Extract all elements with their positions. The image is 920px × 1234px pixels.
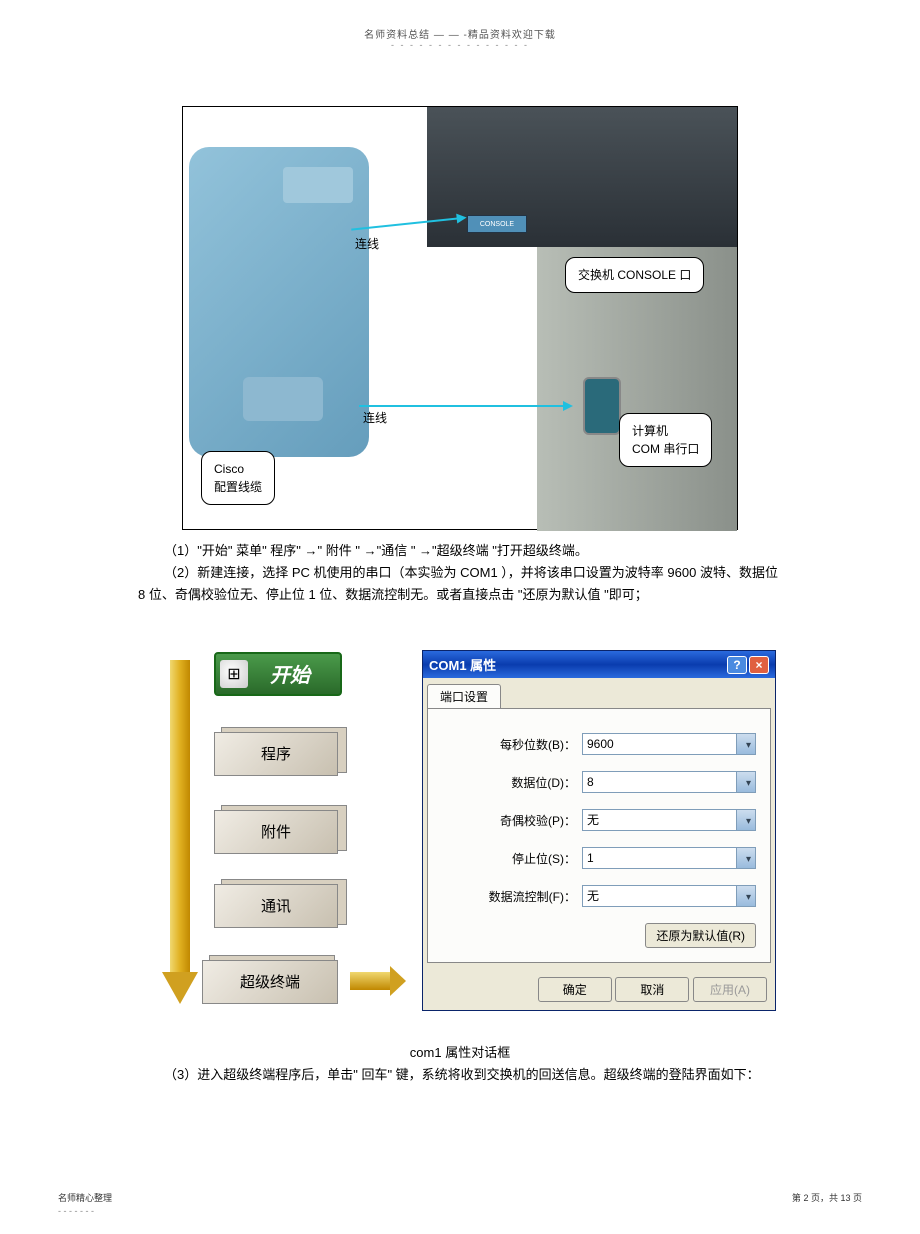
cable-db9-connector xyxy=(243,377,323,421)
label-stopbits: 停止位(S)： xyxy=(442,850,582,867)
select-baud[interactable]: 9600 xyxy=(582,733,756,755)
figure-menu-dialog: 开始 ⊞ 程序 附件 通讯 超级终端 COM1 属性 ? × 端口设置 每秒位数… xyxy=(142,650,778,1004)
callout-console: 交换机 CONSOLE 口 xyxy=(565,257,704,293)
cancel-button[interactable]: 取消 xyxy=(615,977,689,1002)
callout-pc-com: 计算机 COM 串行口 xyxy=(619,413,712,467)
label-flowcontrol: 数据流控制(F)： xyxy=(442,888,582,905)
footer-right: 第 2 页，共 13 页 xyxy=(792,1191,862,1204)
p1-text: （1）"开始" 菜单" 程序" →" 附件 " →"通信 " →"超级终端 "打… xyxy=(138,540,782,562)
footer-suffix: 页 xyxy=(850,1193,862,1203)
p2-text: （2）新建连接，选择 PC 机使用的串口（本实验为 COM1 ），并将该串口设置… xyxy=(138,562,782,606)
line-label-1: 连线 xyxy=(355,235,379,252)
select-databits[interactable]: 8 xyxy=(582,771,756,793)
p3-text: （3）进入超级终端程序后，单击" 回车" 键，系统将收到交换机的回送信息。超级终… xyxy=(138,1064,782,1086)
figure-hardware: CONSOLE 连线 连线 交换机 CONSOLE 口 计算机 COM 串行口 … xyxy=(182,106,738,530)
flow-down-arrow xyxy=(170,660,190,976)
flow-box-hyperterminal[interactable]: 超级终端 xyxy=(202,960,338,1004)
select-flowcontrol[interactable]: 无 xyxy=(582,885,756,907)
flow-box-comm-label: 通讯 xyxy=(261,898,291,915)
footer-mid: 页，共 xyxy=(808,1193,840,1203)
console-port-label: CONSOLE xyxy=(467,215,527,233)
footer-left: 名师精心整理 xyxy=(58,1191,112,1204)
com1-properties-dialog: COM1 属性 ? × 端口设置 每秒位数(B)： 9600 数据位(D)： 8… xyxy=(422,650,776,1011)
figure2-caption: com1 属性对话框 xyxy=(0,1042,920,1061)
callout-cable-l2: 配置线缆 xyxy=(214,480,262,494)
flow-right-arrow xyxy=(350,972,392,990)
flow-box-programs-label: 程序 xyxy=(261,746,291,763)
flow-box-comm[interactable]: 通讯 xyxy=(214,884,338,928)
label-parity: 奇偶校验(P)： xyxy=(442,812,582,829)
callout-console-text: 交换机 CONSOLE 口 xyxy=(578,268,691,282)
line-label-2: 连线 xyxy=(363,409,387,426)
dialog-titlebar: COM1 属性 ? × xyxy=(423,651,775,678)
row-stopbits: 停止位(S)： 1 xyxy=(442,847,756,869)
paragraph-3: （3）进入超级终端程序后，单击" 回车" 键，系统将收到交换机的回送信息。超级终… xyxy=(138,1064,782,1086)
row-databits: 数据位(D)： 8 xyxy=(442,771,756,793)
paragraph-2: （2）新建连接，选择 PC 机使用的串口（本实验为 COM1 ），并将该串口设置… xyxy=(138,562,782,606)
callout-cable: Cisco 配置线缆 xyxy=(201,451,275,505)
footer-dots-left: - - - - - - - xyxy=(58,1206,94,1216)
dialog-footer: 确定 取消 应用(A) xyxy=(423,969,775,1010)
windows-logo-icon: ⊞ xyxy=(220,660,248,688)
dialog-tabs: 端口设置 xyxy=(423,678,775,708)
help-icon[interactable]: ? xyxy=(727,656,747,674)
select-stopbits[interactable]: 1 xyxy=(582,847,756,869)
tab-port-settings[interactable]: 端口设置 xyxy=(427,684,501,708)
cable-rj45-connector xyxy=(283,167,353,203)
arrow-to-serial xyxy=(359,405,565,407)
callout-pc-l1: 计算机 xyxy=(632,424,668,438)
row-flowcontrol: 数据流控制(F)： 无 xyxy=(442,885,756,907)
restore-row: 还原为默认值(R) xyxy=(442,923,756,948)
start-label: 开始 xyxy=(270,665,310,687)
label-baud: 每秒位数(B)： xyxy=(442,736,582,753)
flow-box-accessories-label: 附件 xyxy=(261,824,291,841)
header-text: 名师资料总结 — — -精品资料欢迎下载 xyxy=(0,26,920,41)
row-parity: 奇偶校验(P)： 无 xyxy=(442,809,756,831)
ok-button[interactable]: 确定 xyxy=(538,977,612,1002)
close-icon[interactable]: × xyxy=(749,656,769,674)
flow-box-hyperterminal-label: 超级终端 xyxy=(240,974,300,991)
flow-box-programs[interactable]: 程序 xyxy=(214,732,338,776)
restore-defaults-button[interactable]: 还原为默认值(R) xyxy=(645,923,756,948)
flow-box-accessories[interactable]: 附件 xyxy=(214,810,338,854)
footer-prefix: 第 xyxy=(792,1193,804,1203)
callout-pc-l2: COM 串行口 xyxy=(632,442,699,456)
dialog-title-text: COM1 属性 xyxy=(429,655,496,674)
header-dots: - - - - - - - - - - - - - - - xyxy=(0,40,920,50)
serial-port xyxy=(583,377,621,435)
callout-cable-l1: Cisco xyxy=(214,462,244,476)
label-databits: 数据位(D)： xyxy=(442,774,582,791)
apply-button[interactable]: 应用(A) xyxy=(693,977,767,1002)
row-baud: 每秒位数(B)： 9600 xyxy=(442,733,756,755)
select-parity[interactable]: 无 xyxy=(582,809,756,831)
paragraph-1: （1）"开始" 菜单" 程序" →" 附件 " →"通信 " →"超级终端 "打… xyxy=(138,540,782,562)
footer-total: 13 xyxy=(840,1193,850,1203)
dialog-panel: 每秒位数(B)： 9600 数据位(D)： 8 奇偶校验(P)： 无 停止位(S… xyxy=(427,708,771,963)
